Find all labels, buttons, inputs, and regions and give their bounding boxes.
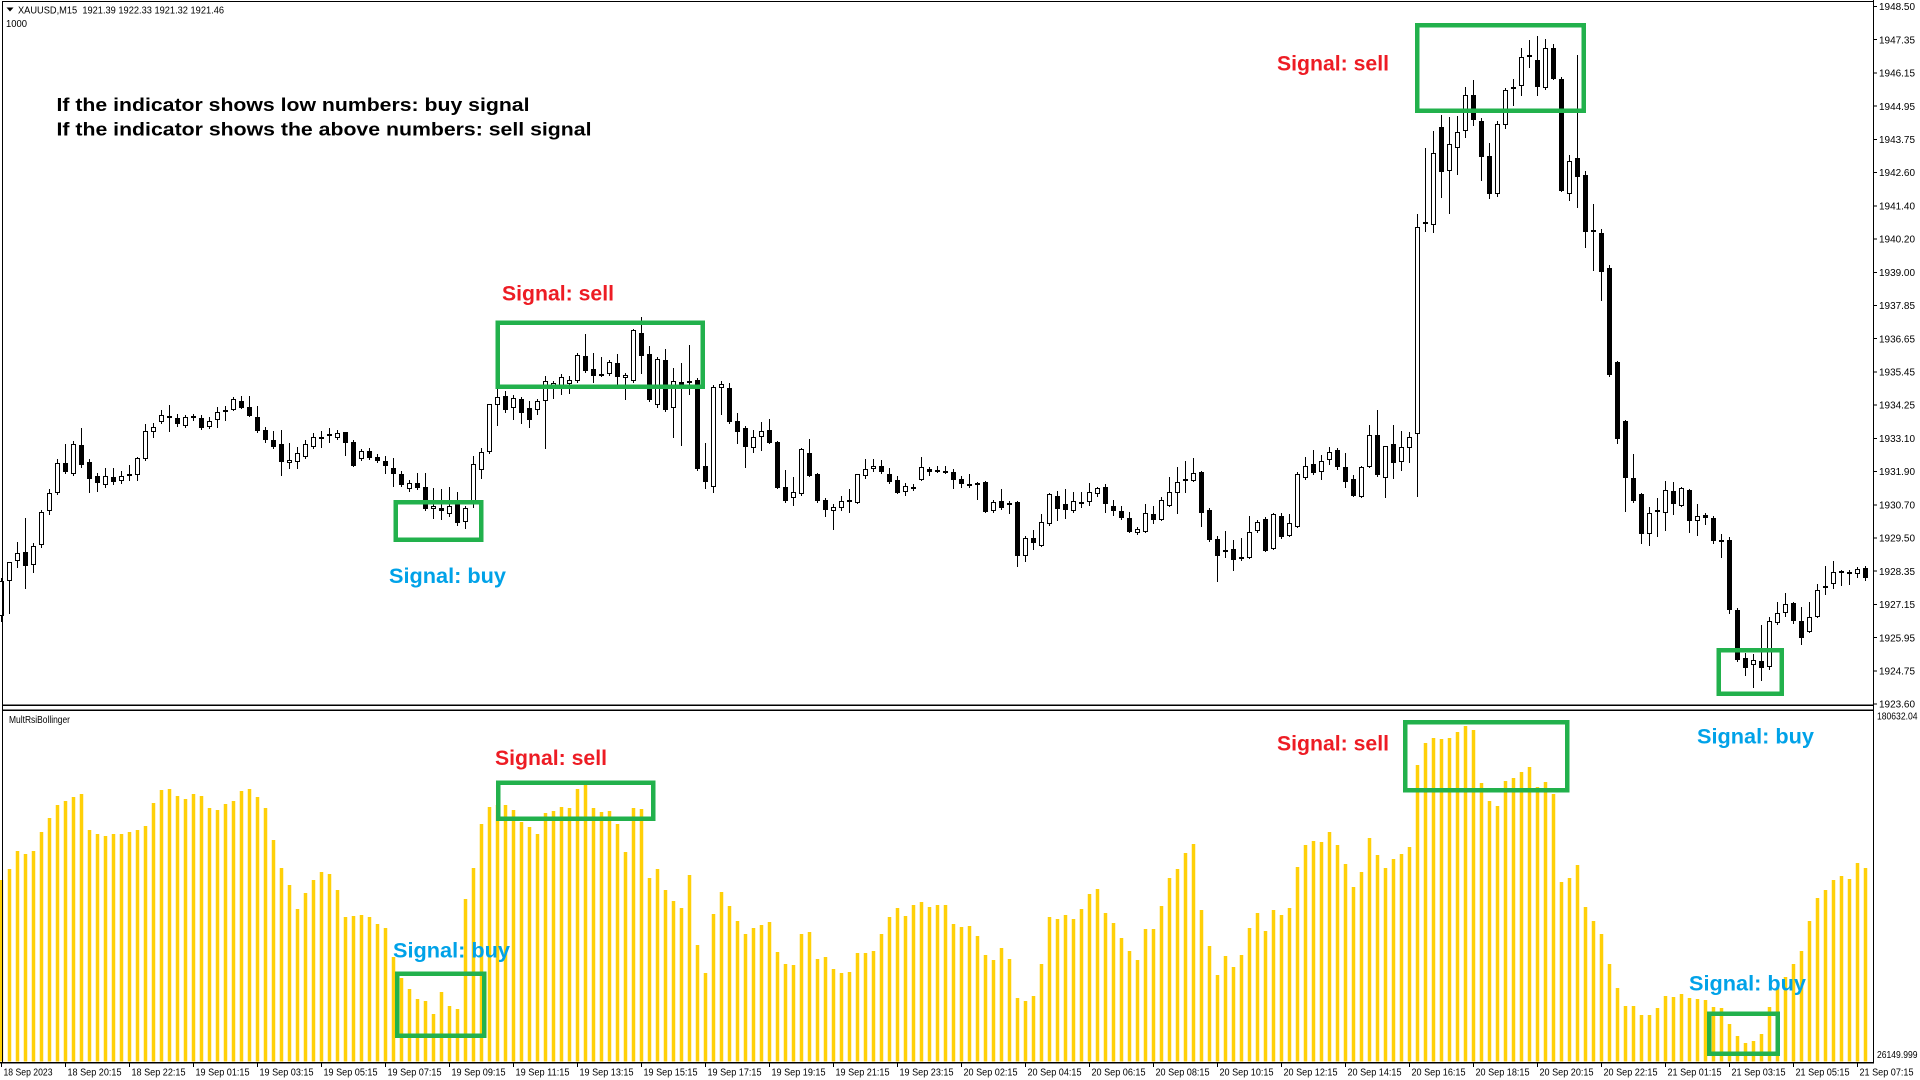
svg-text:19 Sep 01:15: 19 Sep 01:15 <box>196 1068 250 1079</box>
svg-text:1934.25: 1934.25 <box>1879 401 1915 412</box>
svg-text:Signal: buy: Signal: buy <box>393 940 510 963</box>
svg-text:180632.04: 180632.04 <box>1877 712 1918 723</box>
svg-text:If the indicator shows low num: If the indicator shows low numbers: buy … <box>57 94 530 115</box>
svg-text:1940.20: 1940.20 <box>1879 235 1915 246</box>
svg-text:Signal: buy: Signal: buy <box>1697 726 1814 749</box>
svg-text:1929.50: 1929.50 <box>1879 534 1915 545</box>
svg-text:19 Sep 07:15: 19 Sep 07:15 <box>388 1068 442 1079</box>
svg-text:Signal: buy: Signal: buy <box>1689 973 1806 996</box>
svg-text:Signal: sell: Signal: sell <box>1277 733 1389 756</box>
svg-text:19 Sep 13:15: 19 Sep 13:15 <box>580 1068 634 1079</box>
svg-text:1939.00: 1939.00 <box>1879 268 1915 279</box>
svg-text:20 Sep 04:15: 20 Sep 04:15 <box>1028 1068 1082 1079</box>
svg-text:1000: 1000 <box>6 19 27 30</box>
svg-text:1930.70: 1930.70 <box>1879 500 1915 511</box>
svg-text:1936.65: 1936.65 <box>1879 334 1915 345</box>
svg-text:1935.45: 1935.45 <box>1879 368 1915 379</box>
svg-text:1933.10: 1933.10 <box>1879 434 1915 445</box>
svg-text:1923.60: 1923.60 <box>1879 700 1915 711</box>
svg-text:19 Sep 03:15: 19 Sep 03:15 <box>260 1068 314 1079</box>
svg-text:19 Sep 17:15: 19 Sep 17:15 <box>708 1068 762 1079</box>
svg-text:1944.95: 1944.95 <box>1879 102 1915 113</box>
svg-text:21 Sep 07:15: 21 Sep 07:15 <box>1860 1068 1914 1079</box>
svg-text:20 Sep 02:15: 20 Sep 02:15 <box>964 1068 1018 1079</box>
svg-text:20 Sep 20:15: 20 Sep 20:15 <box>1540 1068 1594 1079</box>
svg-text:19 Sep 09:15: 19 Sep 09:15 <box>452 1068 506 1079</box>
svg-text:1928.35: 1928.35 <box>1879 567 1915 578</box>
svg-text:Signal: sell: Signal: sell <box>502 283 614 306</box>
svg-text:20 Sep 16:15: 20 Sep 16:15 <box>1412 1068 1466 1079</box>
svg-text:1931.90: 1931.90 <box>1879 467 1915 478</box>
svg-text:1924.75: 1924.75 <box>1879 667 1915 678</box>
svg-text:20 Sep 18:15: 20 Sep 18:15 <box>1476 1068 1530 1079</box>
svg-text:18 Sep 2023: 18 Sep 2023 <box>4 1068 53 1079</box>
svg-text:19 Sep 15:15: 19 Sep 15:15 <box>644 1068 698 1079</box>
svg-text:Signal: buy: Signal: buy <box>389 565 506 588</box>
svg-text:1948.50: 1948.50 <box>1879 2 1915 13</box>
svg-text:20 Sep 10:15: 20 Sep 10:15 <box>1220 1068 1274 1079</box>
svg-text:1946.15: 1946.15 <box>1879 69 1915 80</box>
svg-text:1941.40: 1941.40 <box>1879 201 1915 212</box>
svg-text:Signal: sell: Signal: sell <box>1277 53 1389 76</box>
svg-text:26149.999: 26149.999 <box>1877 1050 1918 1061</box>
svg-text:20 Sep 08:15: 20 Sep 08:15 <box>1156 1068 1210 1079</box>
svg-text:21 Sep 03:15: 21 Sep 03:15 <box>1732 1068 1786 1079</box>
svg-text:19 Sep 23:15: 19 Sep 23:15 <box>900 1068 954 1079</box>
svg-text:19 Sep 11:15: 19 Sep 11:15 <box>516 1068 570 1079</box>
svg-text:Signal: sell: Signal: sell <box>495 747 607 770</box>
svg-text:1947.35: 1947.35 <box>1879 35 1915 46</box>
svg-text:21 Sep 01:15: 21 Sep 01:15 <box>1668 1068 1722 1079</box>
svg-text:20 Sep 14:15: 20 Sep 14:15 <box>1348 1068 1402 1079</box>
svg-text:20 Sep 12:15: 20 Sep 12:15 <box>1284 1068 1338 1079</box>
svg-text:21 Sep 05:15: 21 Sep 05:15 <box>1796 1068 1850 1079</box>
svg-text:19 Sep 05:15: 19 Sep 05:15 <box>324 1068 378 1079</box>
svg-text:1937.85: 1937.85 <box>1879 301 1915 312</box>
svg-text:XAUUSD,M15 1921.39 1922.33 19: XAUUSD,M15 1921.39 1922.33 1921.32 1921.… <box>18 5 224 16</box>
svg-text:1943.75: 1943.75 <box>1879 135 1915 146</box>
svg-text:MultRsiBollinger: MultRsiBollinger <box>9 715 71 726</box>
svg-text:19 Sep 21:15: 19 Sep 21:15 <box>836 1068 890 1079</box>
svg-text:If the indicator shows the abo: If the indicator shows the above numbers… <box>57 118 592 139</box>
svg-text:1942.60: 1942.60 <box>1879 168 1915 179</box>
svg-text:1927.15: 1927.15 <box>1879 600 1915 611</box>
svg-text:18 Sep 20:15: 18 Sep 20:15 <box>68 1068 122 1079</box>
svg-text:1925.95: 1925.95 <box>1879 633 1915 644</box>
svg-text:19 Sep 19:15: 19 Sep 19:15 <box>772 1068 826 1079</box>
svg-text:18 Sep 22:15: 18 Sep 22:15 <box>132 1068 186 1079</box>
svg-text:20 Sep 06:15: 20 Sep 06:15 <box>1092 1068 1146 1079</box>
svg-text:20 Sep 22:15: 20 Sep 22:15 <box>1604 1068 1658 1079</box>
